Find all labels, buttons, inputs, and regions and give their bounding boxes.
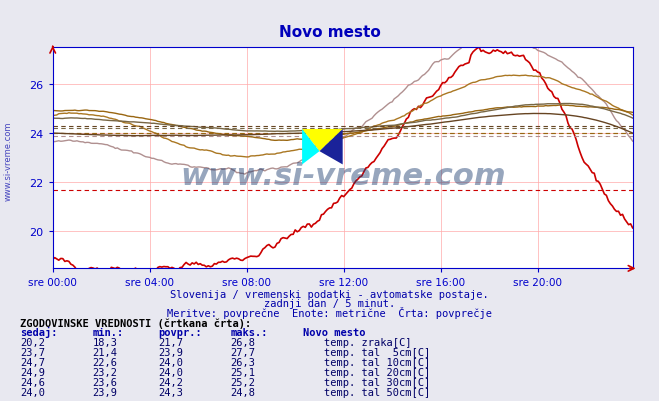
Text: 18,3: 18,3 <box>92 337 117 346</box>
Text: 25,1: 25,1 <box>231 367 256 377</box>
Text: temp. tal 30cm[C]: temp. tal 30cm[C] <box>324 377 430 387</box>
Text: 27,7: 27,7 <box>231 347 256 356</box>
Text: 21,4: 21,4 <box>92 347 117 356</box>
Text: www.si-vreme.com: www.si-vreme.com <box>180 162 505 190</box>
Text: ZGODOVINSKE VREDNOSTI (črtkana črta):: ZGODOVINSKE VREDNOSTI (črtkana črta): <box>20 318 251 328</box>
Polygon shape <box>302 130 343 152</box>
Text: 24,2: 24,2 <box>158 377 183 387</box>
Text: temp. tal 20cm[C]: temp. tal 20cm[C] <box>324 367 430 377</box>
Text: Slovenija / vremenski podatki - avtomatske postaje.: Slovenija / vremenski podatki - avtomats… <box>170 290 489 300</box>
Text: 24,8: 24,8 <box>231 387 256 397</box>
Text: 21,7: 21,7 <box>158 337 183 346</box>
Text: Novo mesto: Novo mesto <box>279 24 380 40</box>
Text: 25,2: 25,2 <box>231 377 256 387</box>
Text: 20,2: 20,2 <box>20 337 45 346</box>
Text: temp. tal 10cm[C]: temp. tal 10cm[C] <box>324 357 430 367</box>
Text: 22,6: 22,6 <box>92 357 117 367</box>
Text: 26,8: 26,8 <box>231 337 256 346</box>
Text: 26,3: 26,3 <box>231 357 256 367</box>
Text: 23,6: 23,6 <box>92 377 117 387</box>
Text: 24,9: 24,9 <box>20 367 45 377</box>
Text: Novo mesto: Novo mesto <box>303 327 366 337</box>
Text: www.si-vreme.com: www.si-vreme.com <box>3 121 13 200</box>
Text: Meritve: povprečne  Enote: metrične  Črta: povprečje: Meritve: povprečne Enote: metrične Črta:… <box>167 306 492 318</box>
Polygon shape <box>320 130 343 165</box>
Text: min.:: min.: <box>92 327 123 337</box>
Text: temp. tal  5cm[C]: temp. tal 5cm[C] <box>324 347 430 356</box>
Text: maks.:: maks.: <box>231 327 268 337</box>
Text: 24,6: 24,6 <box>20 377 45 387</box>
Text: sedaj:: sedaj: <box>20 326 57 338</box>
Text: povpr.:: povpr.: <box>158 327 202 337</box>
Text: 24,0: 24,0 <box>158 367 183 377</box>
Text: zadnji dan / 5 minut.: zadnji dan / 5 minut. <box>264 298 395 308</box>
Text: 24,3: 24,3 <box>158 387 183 397</box>
Text: 24,0: 24,0 <box>158 357 183 367</box>
Polygon shape <box>302 130 320 165</box>
Text: 24,7: 24,7 <box>20 357 45 367</box>
Text: 23,9: 23,9 <box>158 347 183 356</box>
Text: temp. zraka[C]: temp. zraka[C] <box>324 337 412 346</box>
Text: 24,0: 24,0 <box>20 387 45 397</box>
Text: 23,2: 23,2 <box>92 367 117 377</box>
Text: 23,9: 23,9 <box>92 387 117 397</box>
Text: 23,7: 23,7 <box>20 347 45 356</box>
Text: temp. tal 50cm[C]: temp. tal 50cm[C] <box>324 387 430 397</box>
